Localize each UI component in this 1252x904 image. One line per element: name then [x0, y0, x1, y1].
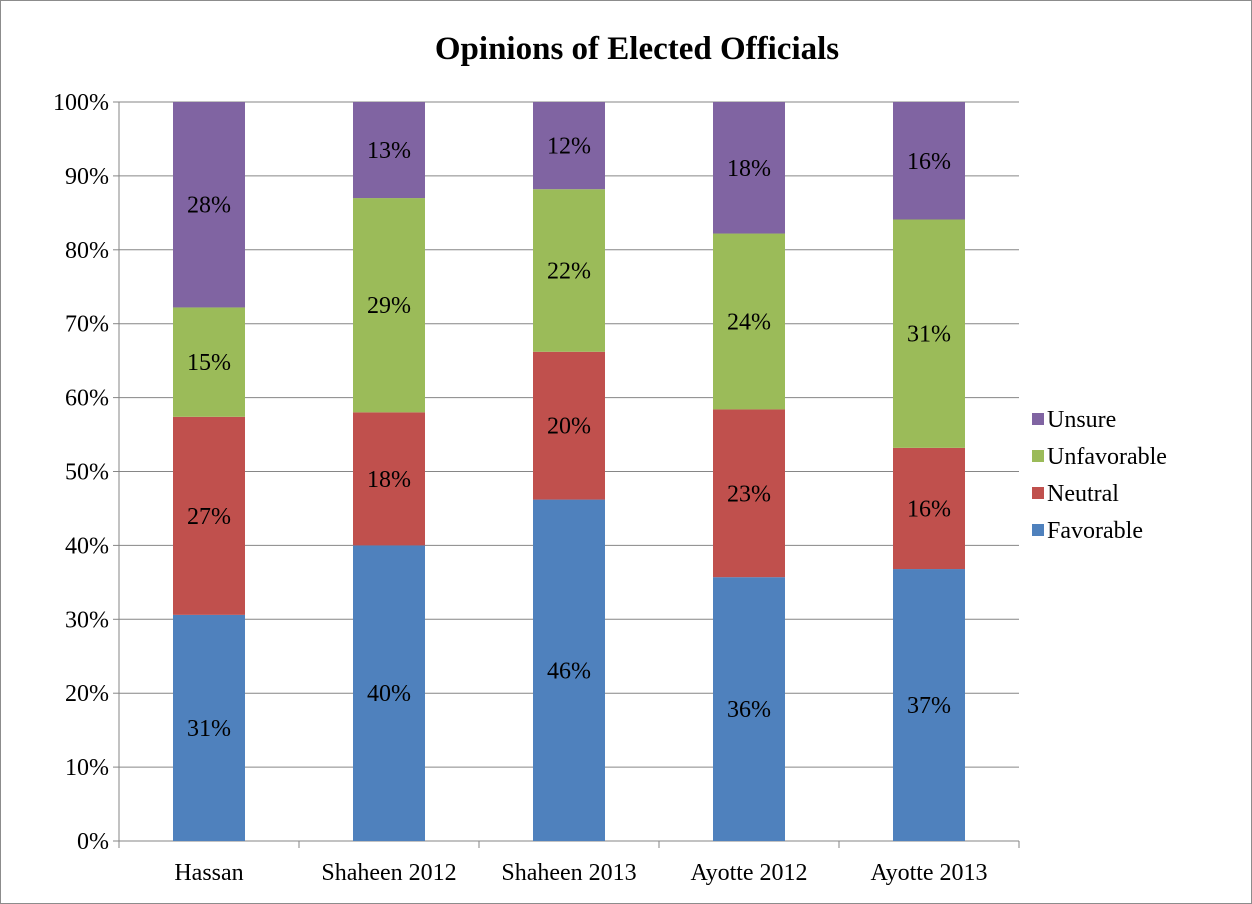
data-label: 36%: [727, 697, 771, 723]
data-label: 22%: [547, 258, 591, 284]
legend-label: Unfavorable: [1047, 444, 1167, 470]
data-label: 20%: [547, 414, 591, 440]
bar-segment: [173, 307, 245, 417]
legend-swatch: [1032, 450, 1044, 462]
data-label: 28%: [187, 193, 231, 219]
category-label: Ayotte 2013: [870, 860, 987, 886]
bar-segment: [893, 102, 965, 220]
y-tick-label: 70%: [65, 312, 109, 338]
legend-swatch: [1032, 487, 1044, 499]
bar-segment: [713, 409, 785, 578]
y-tick-label: 30%: [65, 607, 109, 633]
data-label: 29%: [367, 293, 411, 319]
y-tick-label: 90%: [65, 164, 109, 190]
bar-segment: [893, 447, 965, 570]
data-label: 31%: [907, 322, 951, 348]
data-label: 12%: [547, 134, 591, 160]
data-label: 16%: [907, 149, 951, 175]
category-label: Ayotte 2012: [690, 860, 807, 886]
y-tick-label: 80%: [65, 238, 109, 264]
bar-segment: [533, 499, 605, 841]
bar-segment: [353, 545, 425, 841]
bar-segment: [713, 577, 785, 841]
category-label: Shaheen 2013: [501, 860, 636, 886]
bar-segment: [713, 233, 785, 410]
data-label: 15%: [187, 350, 231, 376]
bar-segment: [533, 189, 605, 352]
y-tick-label: 50%: [65, 460, 109, 486]
bar-segment: [173, 416, 245, 615]
bar-segment: [533, 351, 605, 500]
data-label: 23%: [727, 481, 771, 507]
data-label: 27%: [187, 504, 231, 530]
bar-segment: [893, 219, 965, 448]
y-tick-label: 0%: [77, 829, 109, 855]
category-label: Hassan: [174, 860, 243, 886]
legend-label: Neutral: [1047, 481, 1119, 507]
data-label: 37%: [907, 693, 951, 719]
y-tick-label: 100%: [53, 90, 109, 116]
bar-segment: [533, 102, 605, 190]
data-label: 18%: [727, 156, 771, 182]
bar-segment: [353, 102, 425, 199]
legend-label: Unsure: [1047, 407, 1116, 433]
bar-segment: [353, 198, 425, 413]
legend-swatch: [1032, 524, 1044, 536]
bar-segment: [173, 102, 245, 308]
bar-segment: [353, 412, 425, 546]
y-tick-label: 10%: [65, 755, 109, 781]
category-label: Shaheen 2012: [321, 860, 456, 886]
legend-swatch: [1032, 413, 1044, 425]
chart-title: Opinions of Elected Officials: [434, 31, 840, 67]
bar-segment: [713, 102, 785, 234]
data-label: 18%: [367, 467, 411, 493]
data-label: 46%: [547, 658, 591, 684]
data-label: 40%: [367, 681, 411, 707]
y-tick-label: 60%: [65, 386, 109, 412]
data-label: 13%: [367, 138, 411, 164]
y-tick-label: 40%: [65, 533, 109, 559]
bar-segment: [893, 569, 965, 841]
data-label: 31%: [187, 716, 231, 742]
data-label: 16%: [907, 496, 951, 522]
data-label: 24%: [727, 309, 771, 335]
legend-label: Favorable: [1047, 518, 1143, 544]
y-tick-label: 20%: [65, 681, 109, 707]
bar-segment: [173, 614, 245, 841]
